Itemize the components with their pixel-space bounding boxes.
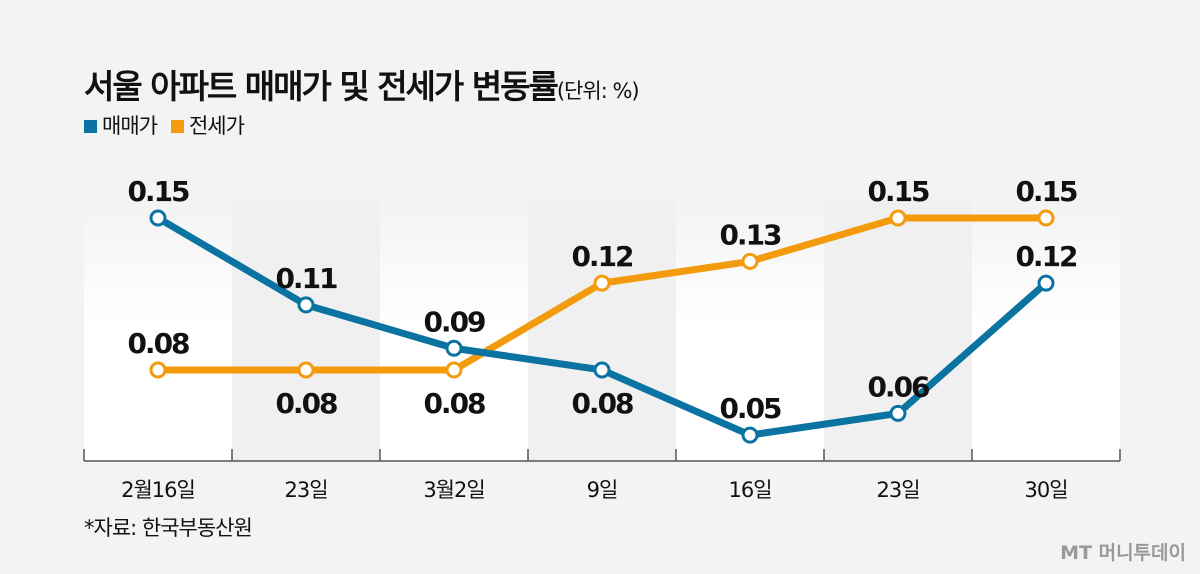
data-label: 0.15 (127, 175, 189, 208)
data-label: 0.12 (1015, 240, 1077, 273)
x-tick-label: 16일 (728, 478, 771, 502)
column-band (528, 200, 676, 461)
data-point (741, 252, 759, 270)
legend-swatch (170, 120, 184, 133)
data-label: 0.08 (127, 327, 189, 360)
x-tick-label: 3월2일 (423, 478, 484, 502)
data-label: 0.12 (571, 240, 633, 273)
data-point (1037, 209, 1055, 227)
data-point (149, 209, 167, 227)
data-label: 0.05 (719, 392, 781, 425)
legend: 매매가 전세가 (84, 110, 245, 140)
data-point (593, 361, 611, 379)
x-tick-label: 23일 (284, 478, 327, 502)
data-label: 0.08 (571, 387, 633, 420)
data-label: 0.09 (423, 305, 485, 338)
x-tick-label: 30일 (1024, 478, 1067, 502)
legend-label: 전세가 (188, 114, 245, 138)
legend-item-jeonse: 전세가 (170, 110, 245, 140)
x-tick-label: 9일 (587, 478, 618, 502)
legend-item-sales: 매매가 (84, 110, 158, 140)
data-point (149, 361, 167, 379)
data-label: 0.11 (275, 262, 337, 295)
x-tick-label: 23일 (876, 478, 919, 502)
data-point (297, 361, 315, 379)
data-label: 0.13 (719, 218, 781, 251)
unit-label: (단위: %) (556, 79, 640, 103)
watermark: MT 머니투데이 (1060, 542, 1186, 564)
data-point (445, 361, 463, 379)
data-point (593, 274, 611, 292)
data-point (445, 339, 463, 357)
title-text: 서울 아파트 매매가 및 전세가 변동률 (84, 67, 559, 106)
data-label: 0.06 (867, 370, 929, 403)
data-label: 0.15 (1015, 175, 1077, 208)
data-point (741, 426, 759, 444)
data-point (889, 404, 907, 422)
data-point (297, 296, 315, 314)
data-label: 0.08 (423, 387, 485, 420)
data-point (889, 209, 907, 227)
legend-swatch (84, 120, 97, 133)
chart-title: 서울 아파트 매매가 및 전세가 변동률(단위: %) (84, 60, 640, 108)
column-band (232, 200, 380, 461)
data-label: 0.08 (275, 387, 337, 420)
source-note: *자료: 한국부동산원 (84, 516, 253, 540)
data-point (1037, 274, 1055, 292)
legend-label: 매매가 (102, 114, 158, 138)
data-label: 0.15 (867, 175, 929, 208)
x-tick-label: 2월16일 (121, 478, 195, 502)
